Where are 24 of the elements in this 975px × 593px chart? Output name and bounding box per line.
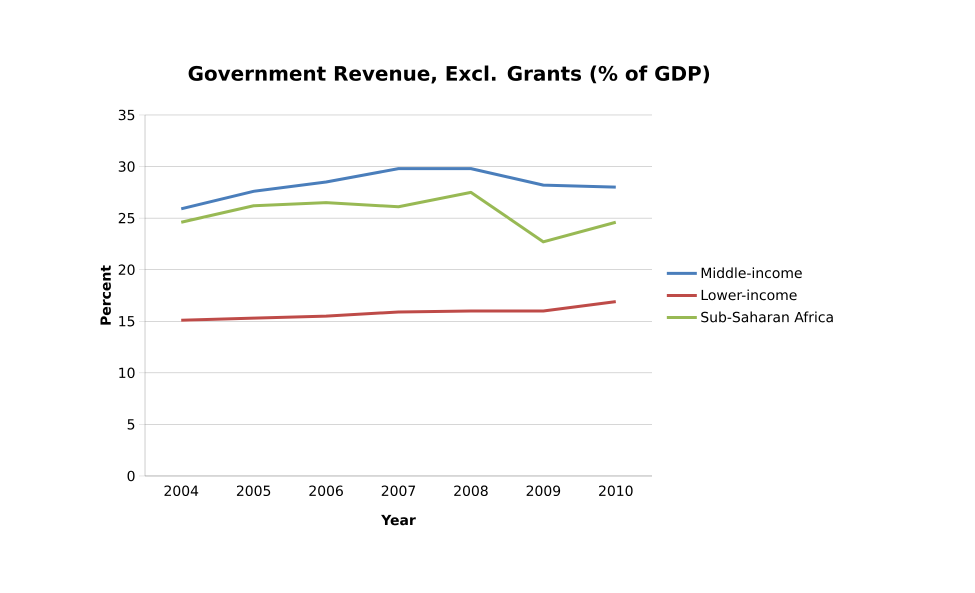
x-tick-label: 2008 — [454, 486, 488, 496]
chart-title: Government Revenue, Excl. Grants (% of GDP) — [188, 66, 710, 84]
y-tick-label: 10 — [119, 368, 135, 378]
y-tick-label: 20 — [118, 264, 135, 275]
line-series — [180, 190, 618, 244]
y-tick-label: 0 — [128, 470, 135, 482]
y-tick-label: 5 — [128, 419, 134, 430]
x-axis-title: Year — [381, 514, 416, 526]
y-axis-title: Percent — [100, 265, 111, 325]
legend-label: Sub-Saharan Africa — [701, 312, 833, 322]
y-tick-label: 30 — [118, 161, 135, 172]
x-tick-label: 2005 — [236, 486, 270, 496]
line-series — [180, 300, 618, 322]
x-tick-label: 2006 — [309, 486, 343, 496]
y-tick-label: 25 — [118, 212, 134, 224]
y-tick-label: 35 — [118, 110, 134, 120]
x-tick-label: 2004 — [164, 486, 198, 496]
x-tick-label: 2007 — [382, 486, 416, 496]
y-tick-label: 15 — [119, 316, 134, 326]
x-tick-label: 2010 — [599, 486, 633, 496]
legend-label: Middle-income — [702, 267, 802, 278]
legend-label: Lower-income — [702, 289, 797, 300]
x-tick-label: 2009 — [526, 486, 560, 496]
line-series — [180, 167, 618, 210]
